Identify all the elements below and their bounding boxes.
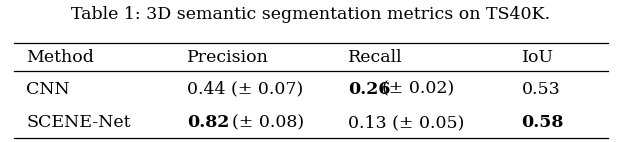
Text: Table 1: 3D semantic segmentation metrics on TS40K.: Table 1: 3D semantic segmentation metric… bbox=[72, 6, 550, 23]
Text: SCENE-Net: SCENE-Net bbox=[26, 114, 131, 131]
Text: 0.53: 0.53 bbox=[521, 81, 560, 98]
Text: CNN: CNN bbox=[26, 81, 70, 98]
Text: 0.44 (± 0.07): 0.44 (± 0.07) bbox=[187, 81, 304, 98]
Text: Precision: Precision bbox=[187, 49, 269, 66]
Text: Recall: Recall bbox=[348, 49, 403, 66]
Text: 0.26: 0.26 bbox=[348, 81, 391, 98]
Text: 0.13 (± 0.05): 0.13 (± 0.05) bbox=[348, 114, 465, 131]
Text: 0.82: 0.82 bbox=[187, 114, 230, 131]
Text: (± 0.02): (± 0.02) bbox=[382, 81, 455, 98]
Text: 0.58: 0.58 bbox=[521, 114, 564, 131]
Text: Method: Method bbox=[26, 49, 94, 66]
Text: IoU: IoU bbox=[521, 49, 554, 66]
Text: (± 0.08): (± 0.08) bbox=[232, 114, 304, 131]
